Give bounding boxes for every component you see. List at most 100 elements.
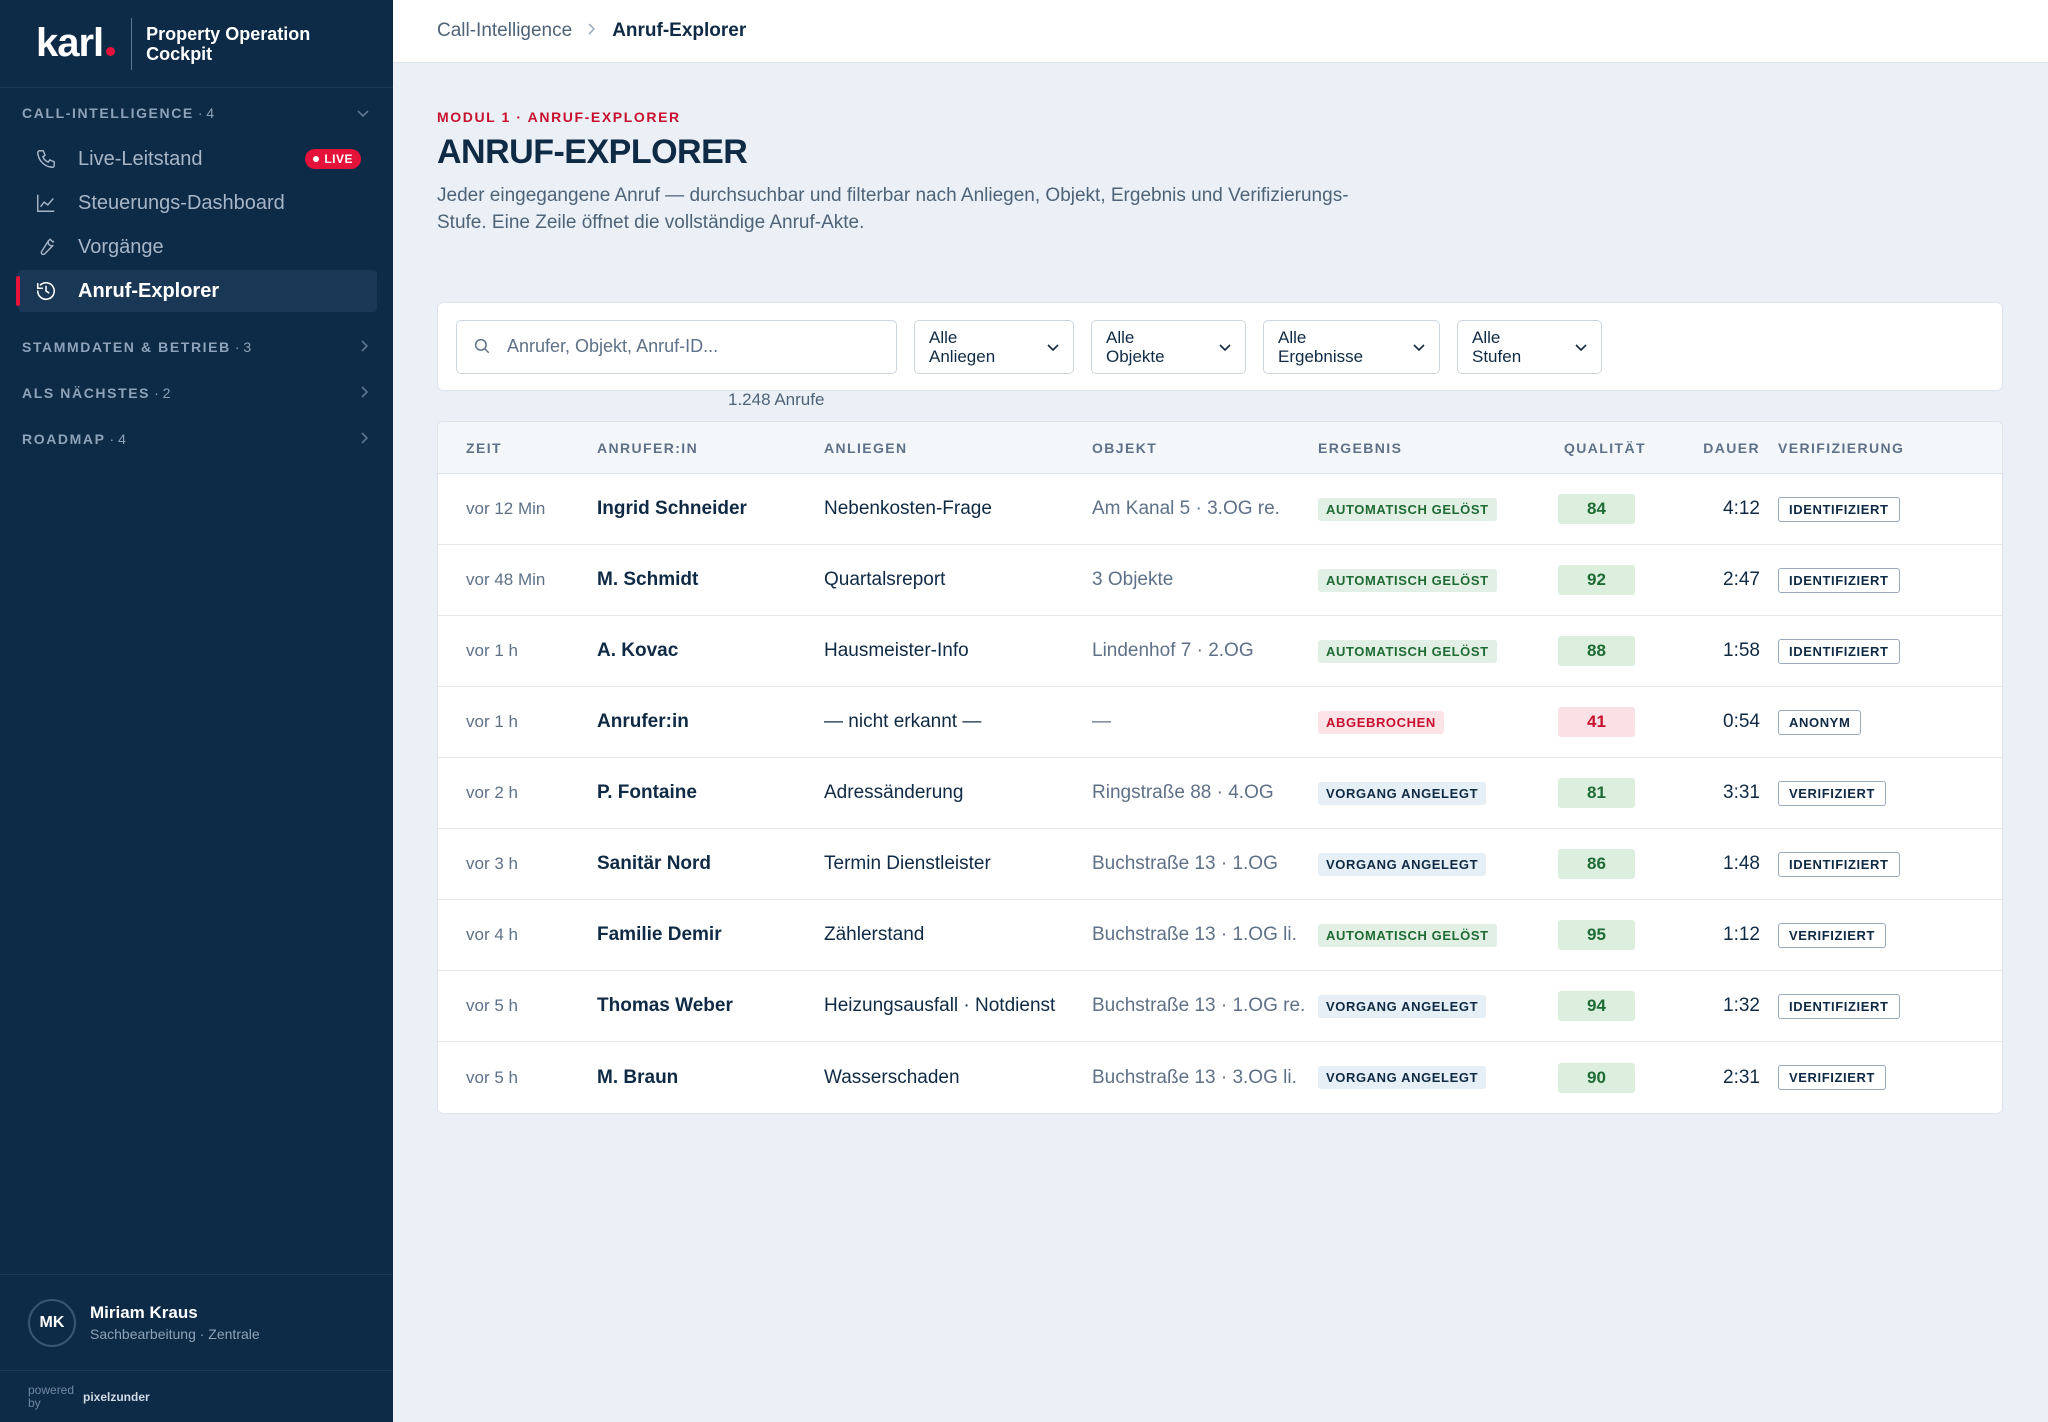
section-stammdaten[interactable]: STAMMDATEN & BETRIEB · 3 bbox=[0, 324, 393, 370]
cell-duration: 1:58 bbox=[1723, 640, 1760, 661]
select-label-line1: Alle bbox=[1106, 327, 1135, 347]
filter-ergebnisse-select[interactable]: Alle Ergebnisse bbox=[1263, 319, 1440, 374]
chevron-right-icon bbox=[361, 385, 369, 401]
verification-badge: VERIFIZIERT bbox=[1778, 1065, 1887, 1090]
section-label: STAMMDATEN & BETRIEB bbox=[22, 339, 231, 355]
table-row[interactable]: vor 5 h Thomas Weber Heizungsausfall · Not… bbox=[438, 971, 2002, 1042]
brand-divider bbox=[131, 17, 133, 70]
col-header-dauer[interactable]: DAUER bbox=[1703, 439, 1760, 456]
sidebar-item-live-leitstand[interactable]: Live-Leitstand LIVE bbox=[18, 138, 377, 180]
sidebar-item-label: Live-Leitstand bbox=[78, 147, 203, 170]
cell-duration: 1:12 bbox=[1723, 924, 1760, 945]
col-header-anliegen[interactable]: ANLIEGEN bbox=[824, 439, 908, 456]
avatar: MK bbox=[28, 1298, 76, 1347]
breadcrumb-parent[interactable]: Call-Intelligence bbox=[437, 20, 573, 41]
chevron-down-icon bbox=[1413, 337, 1425, 356]
col-header-anrufer[interactable]: ANRUFER:IN bbox=[597, 439, 699, 456]
result-count: 1.248 Anrufe bbox=[728, 390, 825, 409]
sidebar-item-vorgaenge[interactable]: Vorgänge bbox=[18, 226, 377, 268]
filter-objekte-select[interactable]: Alle Objekte bbox=[1091, 319, 1246, 374]
verification-badge: IDENTIFIZIERT bbox=[1778, 567, 1900, 593]
table-row[interactable]: vor 4 h Familie Demir Zählerstand Buchstraß… bbox=[438, 900, 2002, 971]
sidebar-item-label: Steuerungs-Dashboard bbox=[78, 191, 285, 214]
cell-time: vor 48 Min bbox=[466, 570, 546, 589]
powered-by-label: powered by bbox=[28, 1382, 75, 1410]
cell-object: 3 Objekte bbox=[1092, 569, 1174, 590]
chart-line-icon bbox=[34, 191, 58, 215]
section-als-naechstes[interactable]: ALS NÄCHSTES · 2 bbox=[0, 370, 393, 416]
page-description: Jeder eingegangene Anruf — durchsuchbar … bbox=[437, 185, 1349, 233]
cell-concern: Hausmeister-Info bbox=[824, 640, 969, 661]
sidebar-item-anruf-explorer[interactable]: Anruf-Explorer bbox=[16, 270, 377, 312]
cell-concern: Quartalsreport bbox=[824, 569, 946, 590]
select-label-line2: Anliegen bbox=[929, 346, 996, 366]
table-row[interactable]: vor 1 h Anrufer:in — nicht erkannt — — ABGEB… bbox=[438, 687, 2002, 758]
app-title: Property Operation Cockpit bbox=[146, 24, 310, 64]
user-name: Miriam Kraus bbox=[90, 1303, 198, 1322]
breadcrumb: Call-Intelligence Anruf-Explorer bbox=[393, 0, 2048, 63]
section-label: CALL-INTELLIGENCE bbox=[22, 105, 194, 121]
powered-by: powered by pixelzunder bbox=[0, 1370, 393, 1422]
verification-badge: IDENTIFIZIERT bbox=[1778, 496, 1900, 522]
page-title: ANRUF-EXPLORER bbox=[437, 133, 748, 171]
table-row[interactable]: vor 5 h M. Braun Wasserschaden Buchstraße 1… bbox=[438, 1042, 2002, 1113]
cell-caller: M. Braun bbox=[597, 1066, 679, 1088]
col-header-ergebnis[interactable]: ERGEBNIS bbox=[1318, 439, 1403, 456]
calls-table: ZEIT ANRUFER:IN ANLIEGEN OBJEKT ERGEBNIS… bbox=[437, 421, 2003, 1114]
col-header-zeit[interactable]: ZEIT bbox=[466, 439, 502, 456]
section-call-intelligence[interactable]: CALL-INTELLIGENCE · 4 bbox=[0, 90, 393, 136]
table-body: vor 12 Min Ingrid Schneider Nebenkosten-Fr… bbox=[438, 474, 2002, 1113]
section-count: · 3 bbox=[234, 339, 252, 355]
cell-time: vor 1 h bbox=[466, 712, 518, 731]
table-row[interactable]: vor 3 h Sanitär Nord Termin Dienstleister B… bbox=[438, 829, 2002, 900]
cell-caller: Sanitär Nord bbox=[597, 853, 712, 874]
user-role: Sachbearbeitung · Zentrale bbox=[90, 1326, 260, 1342]
filter-stufen-select[interactable]: Alle Stufen bbox=[1457, 319, 1602, 374]
quality-score: 84 bbox=[1558, 494, 1635, 524]
logo-text: karl bbox=[36, 21, 104, 65]
cell-caller: P. Fontaine bbox=[597, 782, 697, 803]
brand[interactable]: karl Property Operation Cockpit bbox=[0, 0, 393, 88]
history-icon bbox=[34, 279, 58, 303]
cell-concern: Heizungsausfall · Notdienst bbox=[824, 995, 1056, 1016]
search-input[interactable] bbox=[507, 336, 887, 357]
cell-caller: Familie Demir bbox=[597, 924, 722, 945]
result-badge: AUTOMATISCH GELÖST bbox=[1318, 568, 1497, 592]
cell-object: Ringstraße 88 · 4.OG bbox=[1092, 782, 1274, 803]
col-header-objekt[interactable]: OBJEKT bbox=[1092, 439, 1158, 456]
col-header-qualitaet[interactable]: QUALITÄT bbox=[1564, 439, 1646, 456]
live-dot-icon bbox=[313, 156, 320, 162]
cell-caller: Anrufer:in bbox=[597, 711, 689, 732]
sidebar-item-steuerungs-dashboard[interactable]: Steuerungs-Dashboard bbox=[18, 182, 377, 224]
search-field[interactable] bbox=[456, 319, 897, 374]
chevron-right-icon bbox=[361, 431, 369, 447]
result-badge: VORGANG ANGELEGT bbox=[1318, 1066, 1487, 1089]
cell-concern: Termin Dienstleister bbox=[824, 853, 991, 874]
quality-score: 81 bbox=[1558, 778, 1635, 808]
select-label-line2: Ergebnisse bbox=[1278, 346, 1364, 366]
filter-anliegen-select[interactable]: Alle Anliegen bbox=[914, 319, 1074, 374]
col-header-verifizierung[interactable]: VERIFIZIERUNG bbox=[1778, 439, 1905, 456]
table-row[interactable]: vor 48 Min M. Schmidt Quartalsreport 3 Obje… bbox=[438, 545, 2002, 616]
cell-time: vor 5 h bbox=[466, 996, 518, 1015]
sidebar-item-label: Vorgänge bbox=[78, 235, 164, 258]
live-badge-label: LIVE bbox=[324, 152, 353, 166]
cell-object: — bbox=[1092, 711, 1111, 732]
cell-time: vor 3 h bbox=[466, 854, 518, 873]
verification-badge: IDENTIFIZIERT bbox=[1778, 993, 1900, 1019]
verification-badge: IDENTIFIZIERT bbox=[1778, 638, 1900, 664]
table-row[interactable]: vor 12 Min Ingrid Schneider Nebenkosten-Fr… bbox=[438, 474, 2002, 545]
table-row[interactable]: vor 2 h P. Fontaine Adressänderung Ringstra… bbox=[438, 758, 2002, 829]
section-count: · 4 bbox=[197, 105, 215, 121]
section-count: · 4 bbox=[109, 431, 126, 447]
search-icon bbox=[473, 337, 493, 357]
section-roadmap[interactable]: ROADMAP · 4 bbox=[0, 416, 393, 462]
select-label-line1: Alle bbox=[1278, 327, 1307, 347]
table-row[interactable]: vor 1 h A. Kovac Hausmeister-Info Lindenhof… bbox=[438, 616, 2002, 687]
section-count: · 2 bbox=[154, 385, 171, 401]
pixelzunder-logo: pixelzunder bbox=[83, 1389, 150, 1404]
cell-time: vor 1 h bbox=[466, 641, 518, 660]
app-title-line1: Property Operation bbox=[146, 23, 311, 44]
user-profile[interactable]: MK Miriam Kraus Sachbearbeitung · Zentra… bbox=[0, 1274, 393, 1370]
